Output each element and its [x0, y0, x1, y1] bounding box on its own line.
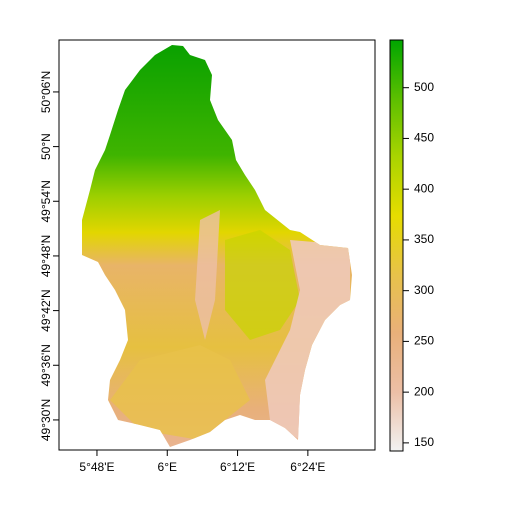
colorbar-tick-label: 150	[414, 435, 434, 449]
x-tick-label: 6°24'E	[290, 460, 325, 474]
colorbar-tick-label: 250	[414, 334, 434, 348]
y-tick-label: 49°42'N	[39, 289, 53, 331]
colorbar-tick-label: 350	[414, 232, 434, 246]
y-tick-label: 49°54'N	[39, 180, 53, 222]
x-tick-label: 6°12'E	[220, 460, 255, 474]
colorbar-tick-label: 450	[414, 131, 434, 145]
plot-frame	[58, 39, 376, 451]
colorbar-tick-label: 500	[414, 80, 434, 94]
y-tick-label: 49°48'N	[39, 235, 53, 277]
colorbar-tick-label: 300	[414, 283, 434, 297]
y-tick-label: 49°30'N	[39, 399, 53, 441]
x-tick-label: 6°E	[158, 460, 177, 474]
x-tick-label: 5°48'E	[79, 460, 114, 474]
y-tick-label: 50°N	[39, 133, 53, 160]
y-tick-label: 50°06'N	[39, 71, 53, 113]
colorbar-tick-label: 400	[414, 181, 434, 195]
y-tick-label: 49°36'N	[39, 344, 53, 386]
elevation-raster	[82, 45, 352, 447]
colorbar-tick-label: 200	[414, 384, 434, 398]
colorbar	[389, 39, 404, 452]
